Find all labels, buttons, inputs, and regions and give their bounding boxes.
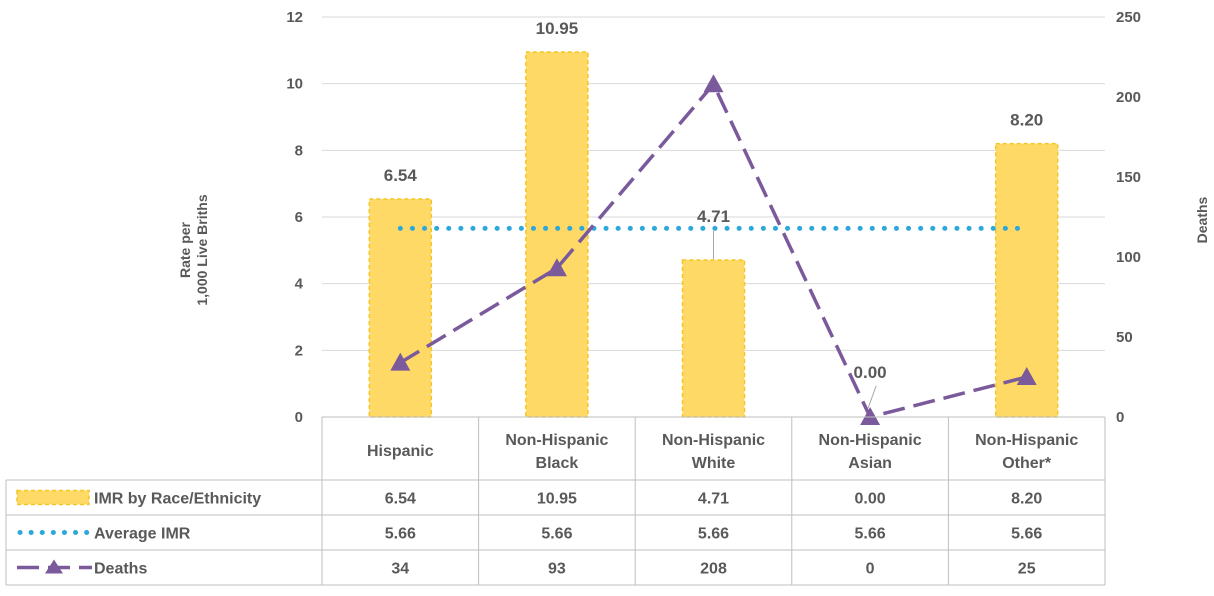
category-label: Non-Hispanic Black xyxy=(505,432,608,472)
category-label-line: Asian xyxy=(848,455,892,472)
category-label: Non-Hispanic Other* xyxy=(975,432,1078,472)
y2-tick-label: 100 xyxy=(1116,249,1141,266)
deaths-marker xyxy=(860,407,881,425)
y-tick-label: 8 xyxy=(295,142,303,159)
bar-data-label: 10.95 xyxy=(536,19,579,38)
category-label-line: Other* xyxy=(1002,455,1052,472)
legend-label: Deaths xyxy=(94,561,147,578)
y-tick-label: 4 xyxy=(295,276,304,293)
table-cell: 5.66 xyxy=(385,526,416,543)
bar-data-label: 8.20 xyxy=(1010,111,1043,130)
table-cell: 208 xyxy=(700,561,727,578)
category-label-line: White xyxy=(692,455,736,472)
deaths-marker xyxy=(703,74,724,93)
table-cell: 5.66 xyxy=(698,526,729,543)
bar xyxy=(368,198,433,418)
y2-axis-title: Deaths xyxy=(1194,196,1210,243)
bar-data-label: 0.00 xyxy=(854,363,887,382)
category-label: Hispanic xyxy=(367,443,434,460)
table-cell: 34 xyxy=(391,561,409,578)
legend-key-marker xyxy=(45,559,63,574)
table-cell: 5.66 xyxy=(1011,526,1042,543)
category-label-line: Black xyxy=(536,455,579,472)
y2-tick-label: 50 xyxy=(1116,329,1133,346)
y-tick-label: 12 xyxy=(286,9,303,26)
bar xyxy=(681,259,746,418)
bar-data-label: 4.71 xyxy=(697,207,730,226)
y-tick-label: 6 xyxy=(295,209,303,226)
table-cell: 0 xyxy=(866,561,875,578)
table-cell: 5.66 xyxy=(541,526,572,543)
category-label-line: Non-Hispanic xyxy=(662,432,765,449)
table-cell: 25 xyxy=(1018,561,1036,578)
category-label-line: Non-Hispanic xyxy=(505,432,608,449)
deaths-marker xyxy=(390,352,411,371)
deaths-marker xyxy=(1016,367,1037,385)
category-label-line: Hispanic xyxy=(367,443,434,460)
table-cell: 4.71 xyxy=(698,491,729,508)
y-tick-label: 2 xyxy=(295,342,303,359)
legend-label: IMR by Race/Ethnicity xyxy=(94,491,261,508)
bar-data-label: 6.54 xyxy=(384,166,418,185)
label-leader xyxy=(867,385,877,409)
category-label: Non-Hispanic White xyxy=(662,432,765,472)
y2-tick-label: 250 xyxy=(1116,9,1141,26)
bar xyxy=(525,51,589,418)
y2-tick-label: 200 xyxy=(1116,89,1141,106)
table-cell: 6.54 xyxy=(385,491,416,508)
category-label: Non-Hispanic Asian xyxy=(819,432,922,472)
table-cell: 8.20 xyxy=(1011,491,1042,508)
y2-tick-label: 0 xyxy=(1116,409,1124,426)
table-cell: 93 xyxy=(548,561,566,578)
y-tick-label: 0 xyxy=(295,409,303,426)
category-label-line: Non-Hispanic xyxy=(819,432,922,449)
y-axis-title: Rate per1,000 Live Briths xyxy=(177,194,210,305)
deaths-marker xyxy=(546,258,567,277)
legend-label: Average IMR xyxy=(94,526,191,543)
y-tick-label: 10 xyxy=(286,76,303,93)
y-axis-title-line: 1,000 Live Briths xyxy=(194,194,210,305)
category-label-line: Non-Hispanic xyxy=(975,432,1078,449)
table-cell: 5.66 xyxy=(855,526,886,543)
table-cell: 10.95 xyxy=(537,491,577,508)
y-axis-title-line: Rate per xyxy=(177,221,193,278)
legend-key-bar xyxy=(16,489,90,506)
y2-tick-label: 150 xyxy=(1116,169,1141,186)
table-cell: 0.00 xyxy=(855,491,886,508)
